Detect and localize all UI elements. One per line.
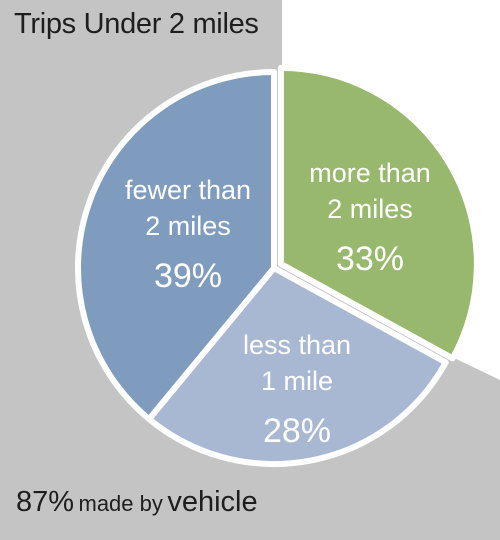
pie-slice-less-than-1-mile [146, 265, 449, 467]
slice-label-line: fewer than [124, 175, 252, 205]
slice-label-fewer-than-2-miles: fewer than 2 miles 39% [108, 172, 268, 294]
slice-label-line: 2 miles [327, 194, 413, 224]
slice-label-line: 2 miles [145, 211, 231, 241]
slice-label-line: less than [242, 330, 352, 360]
slice-percent-label: 39% [153, 257, 223, 295]
pie-slice-fewer-than-2-miles [75, 69, 277, 423]
slice-label-line: more than [309, 158, 431, 188]
pie-slice-more-than-2-miles [277, 64, 480, 362]
slice-label-line: 1 mile [260, 366, 334, 396]
slice-label-less-than-1-mile: less than 1 mile 28% [222, 327, 372, 449]
slice-percent-label: 28% [262, 412, 332, 450]
annotation-middle: made by [78, 491, 163, 516]
annotation-percent: 87% [16, 486, 75, 518]
slice-percent-label: 33% [335, 240, 405, 278]
slice-label-more-than-2-miles: more than 2 miles 33% [295, 155, 445, 277]
chart-annotation: 87% made by vehicle [16, 486, 258, 519]
chart-title: Trips Under 2 miles [14, 8, 259, 40]
annotation-end: vehicle [167, 486, 258, 518]
